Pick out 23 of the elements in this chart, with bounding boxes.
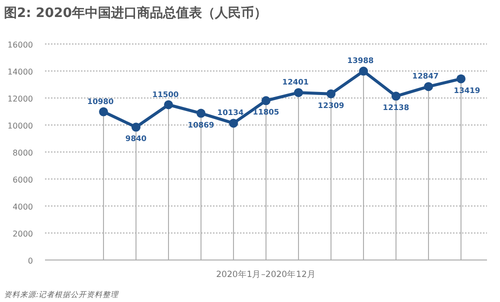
point [262,96,270,106]
y-tick-label: 0 [28,256,33,266]
point [196,108,206,118]
point [229,118,238,128]
y-tick-label: 10000 [8,122,33,130]
point [392,92,400,101]
y-tick-label: 6000 [12,176,33,184]
y-tick-label: 2000 [12,230,33,238]
point [294,88,303,98]
point [359,66,368,76]
y-tick-label: 14000 [8,68,33,76]
y-tick-label: 8000 [12,148,33,158]
y-tick-label: 4000 [12,202,33,212]
point [326,89,336,98]
point [132,122,140,132]
point [99,107,108,116]
point [424,82,433,92]
x-axis-title: 2020年1月–2020年12月 [216,269,316,280]
point [456,74,466,84]
y-tick-label: 12000 [8,94,33,104]
chart-title: 图2: 2020年中国进口商品总值表（人民币） [4,5,267,21]
point [164,100,173,110]
y-tick-label: 16000 [8,40,33,50]
